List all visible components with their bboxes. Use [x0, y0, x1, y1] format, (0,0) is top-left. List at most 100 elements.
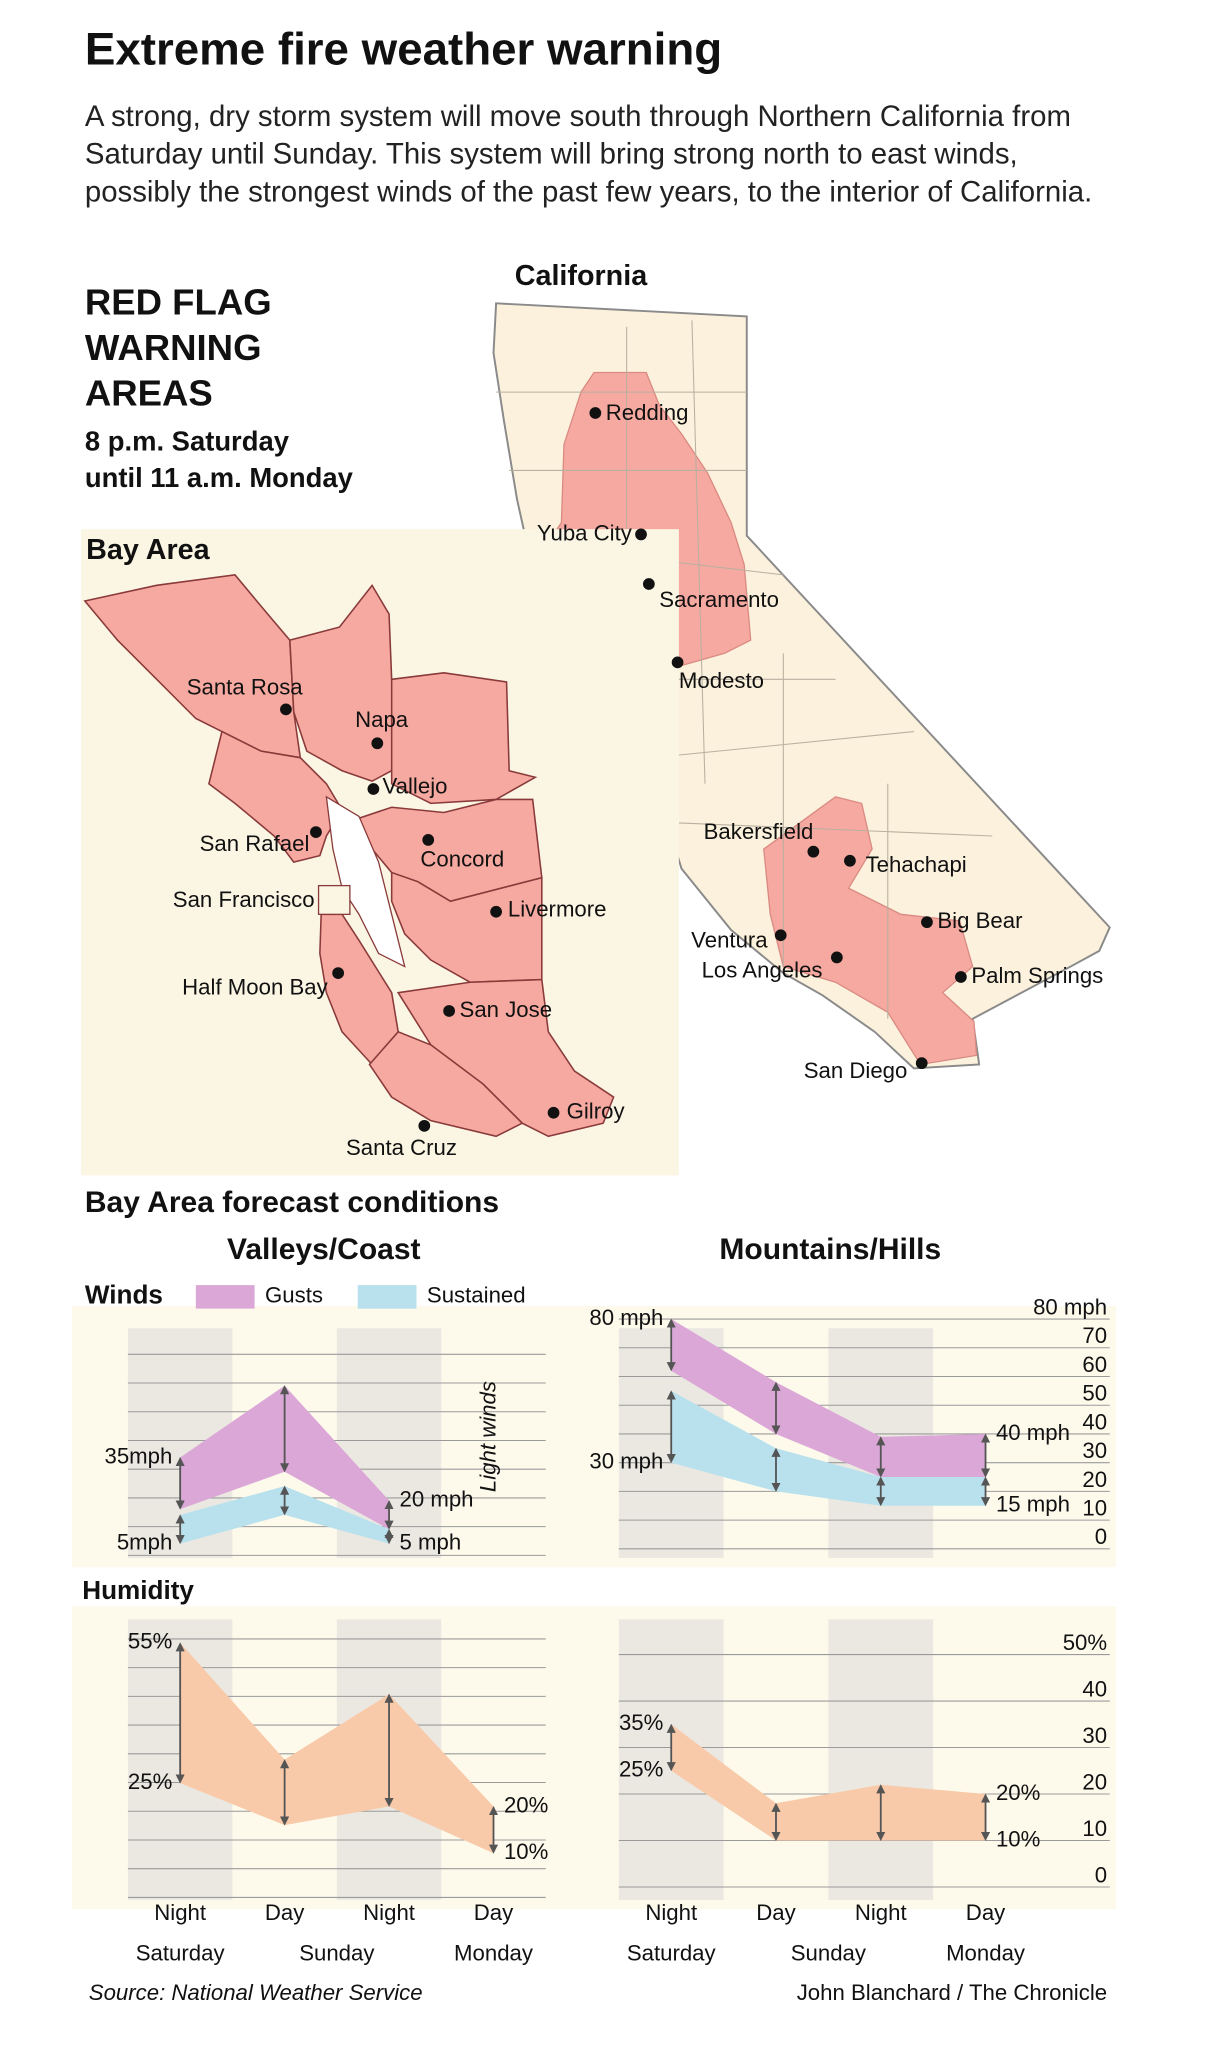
charts: Gusts Sustained 35mph 20 mph 5mph 5 mph Light … [104, 1283, 1110, 1966]
city-dot [589, 407, 602, 419]
city-dot [280, 703, 292, 716]
value-label: 20% [996, 1780, 1040, 1805]
legend-swatch [357, 1285, 417, 1309]
value-label: 20 mph [400, 1486, 474, 1511]
city-dot [367, 783, 380, 795]
city-dot [830, 951, 843, 964]
legend-swatch [195, 1285, 255, 1309]
period: 8 p.m. Saturday [85, 425, 290, 456]
county [368, 1030, 524, 1138]
x-tick-label: Night [645, 1900, 697, 1925]
city-dot [642, 578, 655, 590]
forecast-title: Bay Area forecast conditions [85, 1186, 499, 1219]
city-label: San Rafael [200, 831, 310, 856]
y-tick-label: 0 [1095, 1524, 1107, 1549]
bay-water [325, 795, 406, 968]
y-tick-label: 80 mph [1033, 1294, 1107, 1319]
san-francisco [317, 884, 351, 915]
value-label: 15 mph [996, 1492, 1070, 1517]
value-label: 55% [128, 1629, 172, 1654]
county [390, 672, 538, 805]
range-band [671, 1390, 986, 1506]
city-dot [844, 854, 856, 867]
x-tick-label: Day [966, 1900, 1006, 1925]
y-tick-label: 40 [1082, 1676, 1107, 1701]
city-dot [671, 656, 684, 669]
city-label: Big Bear [937, 908, 1023, 933]
map-title: Bay Area [86, 534, 210, 566]
intro: A strong, dry storm system will move sou… [84, 99, 1093, 209]
city-label: Yuba City [537, 520, 633, 545]
column-header: Valleys/Coast [227, 1233, 421, 1266]
map-title: California [515, 260, 648, 292]
city-label: San Jose [460, 997, 553, 1022]
y-tick-label: 30 [1082, 1723, 1107, 1748]
city-dot [635, 528, 647, 541]
warning-area [763, 796, 978, 1066]
title: Extreme fire weather warning [85, 24, 722, 75]
bay-map [80, 529, 679, 1176]
row-header: Humidity [82, 1575, 194, 1605]
city-label: Santa Cruz [346, 1135, 457, 1160]
night-column [828, 1619, 934, 1901]
value-label: 5mph [117, 1529, 173, 1554]
source: Source: National Weather Service [89, 1980, 423, 2005]
city-dot [915, 1057, 928, 1070]
y-tick-label: 70 [1082, 1323, 1107, 1348]
value-label: 25% [619, 1757, 663, 1782]
city-dot [807, 845, 820, 858]
y-tick-label: 20 [1082, 1467, 1107, 1492]
y-tick-label: 10 [1082, 1816, 1107, 1841]
x-group-label: Saturday [136, 1941, 226, 1966]
city-label: San Diego [804, 1058, 908, 1083]
x-group-label: Sunday [791, 1941, 867, 1966]
city-label: Livermore [508, 896, 607, 921]
period: until 11 a.m. Monday [85, 462, 354, 493]
y-tick-label: 30 [1082, 1438, 1107, 1463]
city-dot [547, 1106, 560, 1119]
intro-box: A strong, dry storm system will move sou… [84, 99, 1093, 209]
city-label: Modesto [679, 668, 764, 693]
value-label: 25% [128, 1769, 172, 1794]
x-tick-label: Night [363, 1900, 415, 1925]
city-dot [422, 834, 435, 846]
value-label: 20% [504, 1792, 548, 1817]
city-dot [774, 929, 787, 942]
value-label: 10% [996, 1826, 1040, 1851]
credit: John Blanchard / The Chronicle [797, 1980, 1107, 2005]
value-label: 35% [619, 1710, 663, 1735]
x-tick-label: Night [855, 1900, 907, 1925]
city-dot [955, 971, 967, 983]
y-tick-label: 50% [1063, 1630, 1107, 1655]
county [208, 730, 343, 863]
value-label: 5 mph [400, 1529, 462, 1554]
city-label: Concord [420, 847, 504, 872]
city-label: Gilroy [567, 1099, 626, 1124]
city-dot [332, 967, 345, 979]
city-label: Half Moon Bay [182, 975, 328, 1000]
city-dot [418, 1119, 431, 1132]
value-label: 35mph [104, 1443, 172, 1468]
range-band [671, 1724, 986, 1841]
city-dot [443, 1005, 455, 1017]
y-tick-label: 10 [1082, 1496, 1107, 1521]
city-dot [371, 737, 384, 750]
city-dot [310, 826, 322, 838]
x-tick-label: Day [265, 1900, 305, 1925]
city-label: Vallejo [383, 774, 448, 799]
annotation: Light winds [475, 1381, 500, 1492]
legend-label: Sustained [427, 1283, 526, 1308]
city-label: Ventura [691, 928, 768, 953]
value-label: 10% [504, 1839, 548, 1864]
x-group-label: Monday [946, 1941, 1026, 1966]
city-label: Los Angeles [702, 958, 823, 983]
value-label: 30 mph [589, 1449, 663, 1474]
y-tick-label: 40 [1082, 1409, 1107, 1434]
x-group-label: Saturday [627, 1941, 717, 1966]
x-tick-label: Day [474, 1900, 514, 1925]
value-label: 40 mph [996, 1420, 1070, 1445]
range-band [671, 1319, 986, 1478]
x-tick-label: Night [154, 1900, 206, 1925]
city-label: Bakersfield [704, 819, 814, 844]
